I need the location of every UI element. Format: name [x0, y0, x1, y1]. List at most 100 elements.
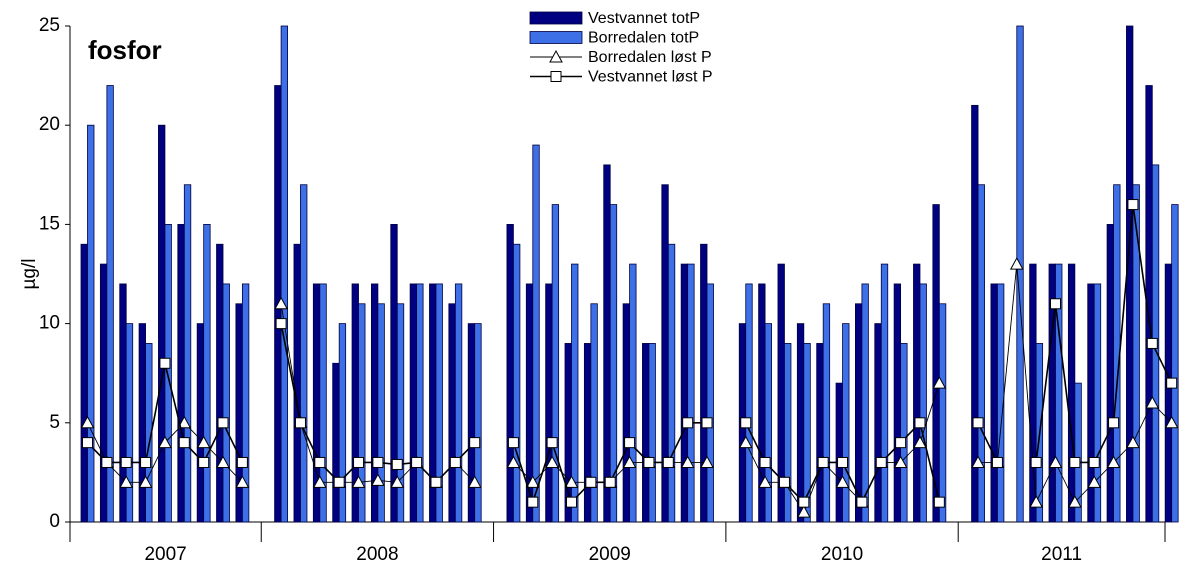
square-marker — [991, 456, 1003, 468]
bar — [158, 124, 166, 523]
bar — [80, 243, 88, 523]
line — [977, 422, 999, 463]
bar — [642, 343, 650, 523]
x-tick-label: 2009 — [589, 544, 631, 565]
bar — [513, 243, 521, 523]
bar — [1171, 204, 1179, 523]
square-marker — [1166, 377, 1178, 389]
bar — [435, 283, 443, 523]
bar — [1093, 283, 1102, 523]
square-marker — [1088, 456, 1100, 468]
triangle-marker — [796, 505, 811, 518]
bar — [900, 343, 908, 523]
y-tick-label: 25 — [39, 15, 60, 36]
x-tick-label: 2010 — [821, 544, 863, 565]
legend-label: Borredalen totP — [588, 30, 699, 47]
bar — [454, 283, 463, 523]
legend-marker — [549, 49, 563, 63]
bar — [216, 243, 224, 523]
triangle-marker — [1087, 475, 1102, 488]
bar — [467, 323, 476, 523]
bar — [648, 343, 656, 523]
square-marker — [895, 437, 907, 449]
square-marker — [217, 417, 229, 429]
square-marker — [662, 456, 674, 468]
chart-title: fosfor — [88, 35, 162, 65]
triangle-marker — [138, 475, 153, 488]
bar — [622, 303, 630, 523]
square-marker — [178, 437, 190, 449]
triangle-marker — [525, 475, 540, 488]
bar — [977, 184, 985, 523]
bar — [874, 323, 882, 523]
bar — [125, 323, 134, 523]
bar — [803, 343, 811, 523]
square-marker — [411, 456, 423, 468]
square-marker — [314, 456, 326, 468]
bar — [222, 283, 230, 523]
bar — [448, 303, 456, 523]
bar — [1029, 263, 1037, 523]
y-axis-label: µg/l — [19, 258, 40, 289]
square-marker — [914, 417, 926, 429]
bar — [816, 343, 824, 523]
bar — [583, 343, 592, 523]
square-marker — [1127, 199, 1139, 211]
triangle-marker — [1145, 395, 1160, 409]
square-marker — [140, 456, 152, 468]
triangle-marker — [506, 455, 521, 468]
bar — [629, 263, 637, 523]
square-marker — [972, 417, 984, 429]
triangle-marker — [312, 475, 327, 488]
bar — [396, 303, 405, 523]
triangle-marker — [1068, 495, 1082, 508]
square-marker — [624, 437, 636, 449]
x-tick-label: 2008 — [356, 544, 398, 565]
triangle-marker — [971, 455, 985, 468]
y-tick-label: 15 — [39, 213, 60, 234]
triangle-marker — [177, 415, 192, 429]
line — [1035, 204, 1173, 464]
square-marker — [294, 417, 306, 429]
square-marker — [856, 496, 868, 508]
bar — [370, 283, 379, 523]
bar — [687, 263, 695, 523]
bar — [87, 124, 95, 523]
bar — [545, 283, 553, 523]
bar — [177, 223, 185, 523]
bar — [880, 263, 889, 523]
square-marker — [1050, 298, 1061, 310]
bar — [293, 243, 301, 523]
triangle-marker — [119, 475, 134, 488]
bar — [1016, 25, 1024, 523]
bar — [822, 303, 831, 523]
square-marker — [817, 456, 829, 468]
square-marker — [604, 476, 616, 488]
square-marker — [101, 456, 113, 468]
bar — [796, 323, 805, 523]
square-marker — [430, 476, 442, 488]
square-marker — [120, 456, 132, 468]
square-marker — [449, 456, 461, 468]
triangle-marker — [738, 435, 753, 449]
triangle-marker — [158, 435, 172, 449]
bar — [938, 303, 947, 523]
triangle-marker — [1048, 455, 1063, 468]
square-marker — [469, 437, 481, 449]
square-marker — [759, 456, 771, 468]
bar — [919, 283, 927, 523]
bar — [1074, 382, 1082, 523]
square-marker — [372, 456, 384, 468]
bar — [564, 343, 572, 523]
triangle-marker — [1164, 415, 1179, 429]
square-marker — [566, 496, 577, 508]
triangle-marker — [545, 455, 559, 468]
square-marker — [159, 357, 171, 369]
y-tick-label: 5 — [49, 412, 60, 433]
square-marker — [875, 456, 887, 468]
legend-label: Borredalen løst P — [588, 49, 712, 66]
bar — [590, 303, 598, 523]
square-marker — [643, 456, 655, 468]
triangle-marker — [1029, 495, 1043, 508]
triangle-marker — [274, 296, 288, 310]
